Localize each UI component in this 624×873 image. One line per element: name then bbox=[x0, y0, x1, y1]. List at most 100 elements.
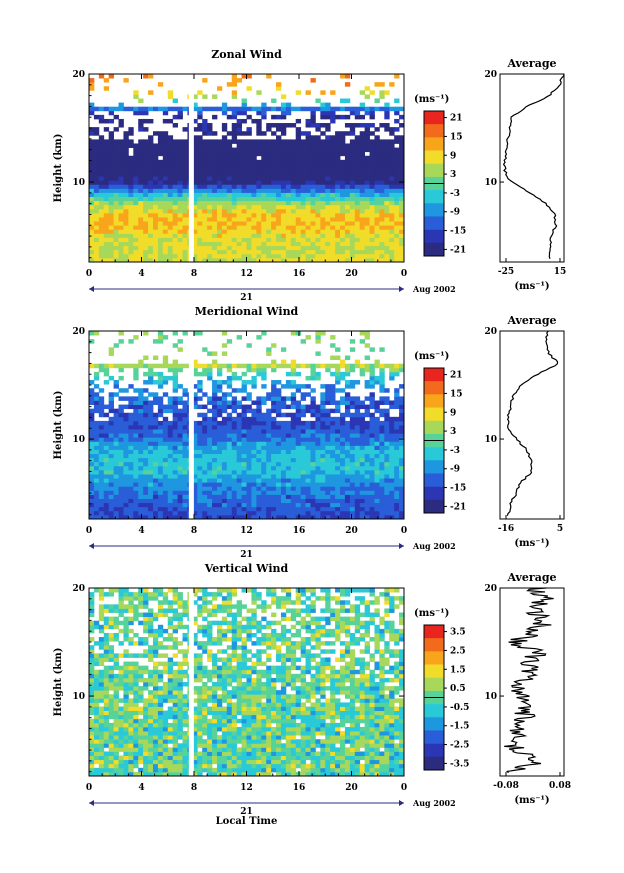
y-tick-label: 20 bbox=[72, 584, 85, 594]
colorbar-tick-label: -1.5 bbox=[450, 722, 469, 732]
profile-y-tick-label: 10 bbox=[484, 178, 497, 188]
y-tick-label: 10 bbox=[72, 178, 85, 188]
colorbar-tick-label: 21 bbox=[450, 371, 463, 381]
profile-x-tick-label: 0.08 bbox=[549, 781, 571, 791]
colorbar-swatch bbox=[424, 163, 444, 178]
day-axis-arrow-left bbox=[89, 800, 94, 806]
colorbar-tick-label: -3.5 bbox=[450, 759, 469, 769]
colorbar-tick-label: 15 bbox=[450, 132, 463, 142]
y-axis-label: Height (km) bbox=[53, 648, 64, 717]
colorbar-swatch bbox=[424, 473, 444, 487]
colorbar-tick-label: 3.5 bbox=[450, 628, 466, 638]
colorbar-swatch bbox=[424, 460, 444, 474]
panel-title: Zonal Wind bbox=[211, 48, 282, 61]
x-tick-label: 4 bbox=[138, 526, 144, 536]
colorbar-tick-label: 2.5 bbox=[450, 646, 466, 656]
profile-x-label: (ms⁻¹) bbox=[514, 538, 549, 549]
y-tick-label: 20 bbox=[72, 327, 85, 337]
x-tick-label: 8 bbox=[191, 526, 197, 536]
profile-x-label: (ms⁻¹) bbox=[514, 795, 549, 806]
profile-frame bbox=[499, 330, 565, 520]
panel-title: Vertical Wind bbox=[204, 562, 289, 575]
colorbar-tick-label: -15 bbox=[450, 227, 466, 237]
profile-y-tick-label: 10 bbox=[484, 692, 497, 702]
x-tick-label: 0 bbox=[401, 526, 407, 536]
profile-title: Average bbox=[506, 314, 556, 327]
colorbar-tick-label: -3 bbox=[450, 189, 460, 199]
colorbar-swatch bbox=[424, 730, 444, 744]
day-axis-arrow-right bbox=[399, 800, 404, 806]
profile-x-tick-label: -25 bbox=[498, 267, 514, 277]
colorbar-swatch bbox=[424, 499, 444, 514]
colorbar-tick-label: -3 bbox=[450, 446, 460, 456]
x-tick-label: 20 bbox=[345, 783, 358, 793]
panel-title: Meridional Wind bbox=[195, 305, 299, 318]
colorbar-swatch bbox=[424, 704, 444, 718]
x-tick-label: 4 bbox=[138, 783, 144, 793]
data-gap bbox=[188, 588, 194, 776]
colorbar-tick-label: -9 bbox=[450, 208, 460, 218]
x-tick-label: 0 bbox=[401, 269, 407, 279]
date-label: Aug 2002 bbox=[412, 541, 456, 551]
colorbar: (ms⁻¹)21 15 9 3 -3 -9 -15 -21 bbox=[414, 94, 466, 257]
colorbar-swatch bbox=[424, 190, 444, 204]
x-tick-label: 16 bbox=[293, 526, 306, 536]
colorbar-swatch bbox=[424, 137, 444, 151]
day-axis-arrow-left bbox=[89, 286, 94, 292]
x-axis-label: Local Time bbox=[216, 816, 278, 827]
profile-line bbox=[502, 73, 565, 259]
day-label: 21 bbox=[240, 550, 253, 560]
profile-x-tick-label: 15 bbox=[554, 267, 567, 277]
colorbar-swatch bbox=[424, 756, 444, 771]
profile-x-tick-label: 5 bbox=[557, 524, 563, 534]
colorbar-swatch bbox=[424, 203, 444, 217]
x-tick-label: 16 bbox=[293, 269, 306, 279]
x-tick-label: 4 bbox=[138, 269, 144, 279]
colorbar-swatch bbox=[424, 229, 444, 244]
colorbar-swatch bbox=[424, 717, 444, 731]
x-tick-label: 12 bbox=[240, 526, 253, 536]
colorbar-tick-label: -0.5 bbox=[450, 703, 469, 713]
x-tick-label: 20 bbox=[345, 269, 358, 279]
colorbar-tick-label: 0.5 bbox=[450, 684, 466, 694]
x-tick-label: 0 bbox=[401, 783, 407, 793]
day-axis-arrow-left bbox=[89, 543, 94, 549]
x-tick-label: 8 bbox=[191, 783, 197, 793]
colorbar-tick-label: 21 bbox=[450, 114, 463, 124]
colorbar-tick-label: -9 bbox=[450, 465, 460, 475]
y-tick-label: 10 bbox=[72, 692, 85, 702]
colorbar-swatch bbox=[424, 447, 444, 461]
profile-x-tick-label: -16 bbox=[498, 524, 514, 534]
colorbar-swatch bbox=[424, 216, 444, 230]
profile-line bbox=[504, 587, 554, 774]
average-profile: Average 20 10 -0.08 0.08(ms⁻¹) bbox=[484, 571, 570, 806]
x-tick-label: 12 bbox=[240, 269, 253, 279]
colorbar-swatch bbox=[424, 677, 444, 692]
colorbar-tick-label: 3 bbox=[450, 170, 456, 180]
data-gap bbox=[188, 74, 194, 262]
day-label: 21 bbox=[240, 293, 253, 303]
profile-x-label: (ms⁻¹) bbox=[514, 281, 549, 292]
x-tick-label: 0 bbox=[86, 269, 92, 279]
colorbar: (ms⁻¹)3.5 2.5 1.5 0.5 -0.5 -1.5 -2.5 -3.5 bbox=[414, 608, 469, 771]
colorbar: (ms⁻¹)21 15 9 3 -3 -9 -15 -21 bbox=[414, 351, 466, 514]
average-profile: Average 20 10 -16 5 (ms⁻¹) bbox=[484, 314, 565, 549]
profile-y-tick-label: 20 bbox=[484, 70, 497, 80]
colorbar-swatch bbox=[424, 242, 444, 257]
colorbar-swatch bbox=[424, 486, 444, 501]
profile-title: Average bbox=[506, 571, 556, 584]
colorbar-swatch bbox=[424, 638, 444, 652]
colorbar-unit: (ms⁻¹) bbox=[414, 608, 449, 619]
heatmap bbox=[89, 74, 405, 263]
colorbar-tick-label: 3 bbox=[450, 427, 456, 437]
panel-meridional-wind: Meridional Wind 0 4 8 12 16 20 0 20 10 Height (km)… bbox=[53, 305, 565, 560]
colorbar-swatch bbox=[424, 625, 444, 639]
x-tick-label: 0 bbox=[86, 783, 92, 793]
profile-x-tick-label: -0.08 bbox=[493, 781, 519, 791]
data-gap bbox=[188, 331, 194, 519]
colorbar-tick-label: 1.5 bbox=[450, 665, 466, 675]
y-axis-label: Height (km) bbox=[53, 391, 64, 460]
colorbar-tick-label: -21 bbox=[450, 502, 466, 512]
average-profile: Average 20 10 -25 15 (ms⁻¹) bbox=[484, 57, 566, 292]
x-tick-label: 16 bbox=[293, 783, 306, 793]
